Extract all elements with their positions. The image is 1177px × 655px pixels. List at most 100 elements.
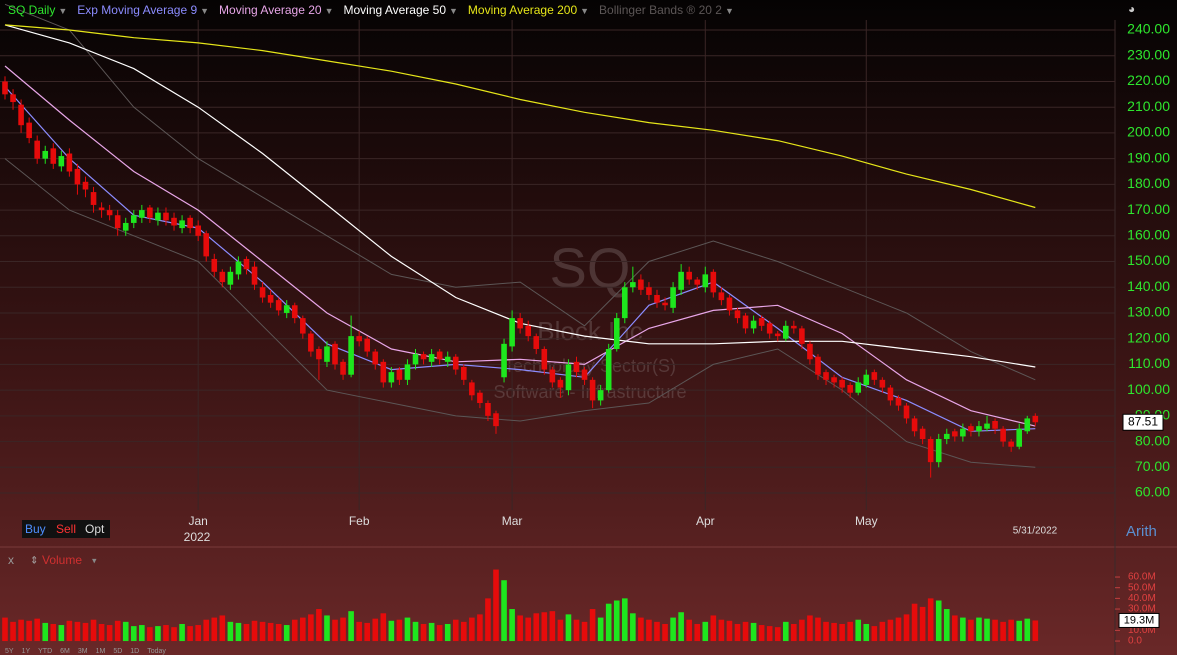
timeframe-button[interactable]: 3M [78, 648, 88, 655]
candle-body [589, 379, 596, 401]
sell-button[interactable]: Sell [56, 522, 76, 536]
timeframe-button[interactable]: 5D [113, 648, 122, 655]
scale-button[interactable]: Arith [1126, 523, 1157, 540]
volume-bar [195, 625, 201, 642]
volume-bar [461, 621, 467, 642]
legend-ema9[interactable]: Exp Moving Average 9 ▼ [77, 3, 210, 17]
timeframe-button[interactable]: YTD [38, 648, 52, 655]
volume-bar [742, 621, 749, 642]
last-price-box [1122, 413, 1164, 431]
candle-body [251, 266, 258, 285]
volume-tick-label: 40.0M [1128, 593, 1156, 604]
volume-bar [710, 615, 717, 642]
volume-bar [163, 625, 169, 642]
x-tick-label: Mar [502, 514, 523, 528]
volume-bar [380, 613, 387, 642]
candle-body [791, 325, 797, 329]
opt-button[interactable]: Opt [85, 522, 105, 536]
timeframe-button[interactable]: 1D [130, 648, 139, 655]
volume-bar [968, 619, 974, 642]
candle-body [66, 153, 73, 172]
volume-bar [621, 598, 628, 642]
volume-bar [259, 621, 266, 642]
volume-bar [1032, 620, 1039, 642]
volume-bar [147, 627, 153, 642]
volume-title: Volume [42, 553, 82, 567]
timeframe-button[interactable]: 6M [60, 648, 70, 655]
legend-label: Moving Average 20 [219, 3, 322, 17]
x-tick-label: May [855, 514, 878, 528]
candle-body [621, 287, 628, 319]
candle-body [646, 287, 652, 295]
candle-body [316, 348, 322, 360]
volume-bar [589, 609, 596, 642]
candle-body [992, 421, 998, 429]
candle-body [114, 215, 121, 229]
volume-bar [605, 603, 612, 642]
candle-body [203, 233, 210, 257]
volume-tick-label: 0.0 [1128, 636, 1142, 647]
candle-body [179, 220, 185, 229]
volume-bar [1000, 621, 1006, 642]
legend-ma200[interactable]: Moving Average 200 ▼ [467, 3, 590, 17]
candle-body [863, 374, 870, 385]
bollinger-upper [4, 3, 1036, 381]
volume-bar [597, 617, 604, 642]
timeframe-button[interactable]: 1Y [22, 648, 31, 655]
volume-bar [267, 622, 274, 642]
volume-bar [581, 621, 588, 642]
candle-body [452, 356, 459, 370]
candle-body [694, 279, 701, 285]
bollinger-lower [4, 158, 1036, 468]
volume-bar [1008, 619, 1014, 642]
timeframe-button[interactable]: Today [147, 648, 166, 655]
timeframe-button[interactable]: 5Y [5, 648, 14, 655]
candle-body [139, 210, 145, 218]
volume-bar [340, 617, 346, 642]
volume-menu[interactable]: ▾ [92, 555, 97, 565]
candle-body [1032, 415, 1039, 423]
volume-bar [42, 622, 49, 642]
candle-body [58, 156, 65, 167]
volume-bar [863, 623, 870, 642]
candle-body [678, 271, 684, 290]
buy-button[interactable]: Buy [25, 522, 46, 536]
legend-bollinger[interactable]: Bollinger Bands ® 20 2 ▼ [599, 3, 734, 17]
volume-bar [251, 620, 258, 642]
legend-ma50[interactable]: Moving Average 50 ▼ [343, 3, 458, 17]
candle-body [871, 372, 878, 380]
candle-body [428, 354, 435, 362]
candle-body [187, 217, 193, 229]
volume-bar [10, 621, 16, 642]
candle-body [324, 346, 330, 362]
settings-icon[interactable]: ◕ [1128, 2, 1135, 16]
volume-bar [82, 622, 89, 642]
volume-bar [758, 625, 765, 642]
candle-body [581, 369, 588, 380]
volume-bar [678, 612, 684, 642]
volume-bar [847, 621, 853, 642]
legend-symbol[interactable]: SQ Daily ▼ [8, 3, 68, 17]
candle-body [605, 348, 612, 391]
candle-body [380, 361, 387, 383]
volume-bar [219, 615, 226, 642]
timeframe-button[interactable]: 1M [96, 648, 106, 655]
y-tick-label: 190.00 [1127, 149, 1170, 165]
volume-bar [871, 626, 878, 642]
volume-bar [2, 617, 8, 642]
volume-bar [718, 619, 725, 642]
volume-bar [211, 617, 218, 642]
candle-body [348, 336, 354, 375]
volume-arrows: ⇕ [30, 556, 38, 567]
volume-bar [477, 614, 483, 642]
candle-body [758, 318, 765, 326]
legend-ma20[interactable]: Moving Average 20 ▼ [219, 3, 334, 17]
candle-body [935, 439, 942, 463]
volume-bar [992, 619, 998, 642]
volume-bar [1024, 618, 1031, 642]
candle-body [1008, 441, 1014, 447]
candle-body [630, 282, 636, 288]
close-volume[interactable]: x [8, 553, 14, 567]
volume-tick-label: 30.0M [1128, 604, 1156, 615]
candle-body [662, 302, 668, 306]
